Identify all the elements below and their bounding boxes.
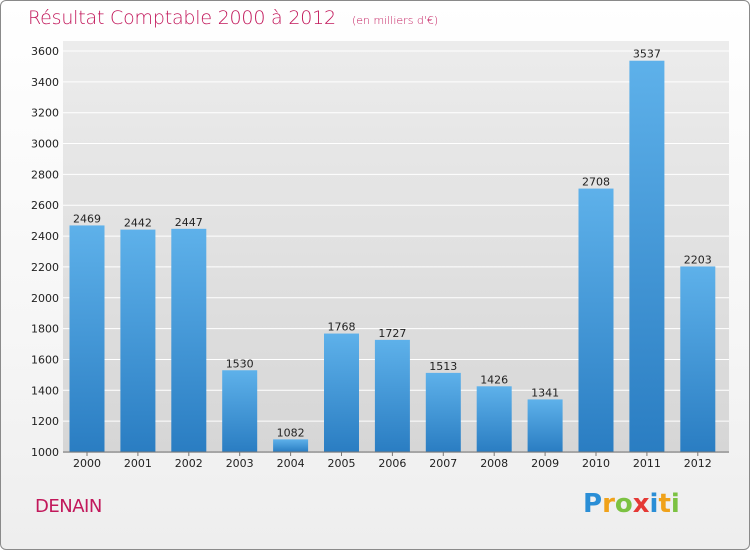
bar-2007 [425, 372, 461, 452]
bar-2009 [527, 399, 563, 452]
y-tick-label: 1800 [31, 323, 59, 336]
x-tick-label: 2005 [328, 457, 356, 470]
chart-title: Résultat Comptable 2000 à 2012 (en milli… [28, 7, 438, 29]
x-tick-label: 2010 [582, 457, 610, 470]
data-label-2003: 1530 [226, 357, 254, 370]
data-label-2009: 1341 [531, 386, 559, 399]
y-tick-label: 3400 [31, 76, 59, 89]
bar-2011 [629, 60, 665, 452]
bar-2003 [222, 370, 258, 452]
x-tick-label: 2012 [684, 457, 712, 470]
y-axis-ticks: 1000 1200 1400 1600 1800 2000 2200 2400 2600 2800… [31, 45, 59, 459]
data-label-2007: 1513 [429, 360, 457, 373]
x-tick-label: 2006 [378, 457, 406, 470]
y-tick-label: 2000 [31, 292, 59, 305]
y-tick-label: 3200 [31, 107, 59, 120]
y-tick-label: 2200 [31, 261, 59, 274]
x-tick-label: 2009 [531, 457, 559, 470]
y-tick-label: 1400 [31, 384, 59, 397]
data-label-2010: 2708 [582, 176, 610, 189]
data-label-2006: 1727 [378, 327, 406, 340]
y-tick-label: 1000 [31, 446, 59, 459]
bar-2008 [476, 386, 512, 452]
x-axis-ticks: 2000 2001 2002 2003 2004 2005 2006 2007 2008 2009… [73, 452, 712, 470]
data-label-2008: 1426 [480, 373, 508, 386]
city-name: DENAIN [35, 496, 102, 517]
x-tick-label: 2011 [633, 457, 661, 470]
bar-2000 [69, 225, 105, 452]
data-label-2011: 3537 [633, 48, 661, 61]
bar-2002 [171, 228, 207, 452]
proxiti-logo[interactable]: Proxiti [583, 489, 680, 519]
data-label-2000: 2469 [73, 212, 101, 225]
data-label-2005: 1768 [328, 321, 356, 334]
x-tick-label: 2000 [73, 457, 101, 470]
y-tick-label: 2400 [31, 230, 59, 243]
bar-2010 [578, 188, 614, 452]
chart-subtitle: (en milliers d'€) [351, 14, 439, 27]
x-tick-label: 2004 [277, 457, 305, 470]
bar-2004 [273, 439, 309, 452]
x-tick-label: 2001 [124, 457, 152, 470]
bar-2005 [324, 333, 359, 452]
y-tick-label: 3600 [31, 45, 59, 58]
y-tick-label: 1200 [31, 415, 59, 428]
data-label-2012: 2203 [684, 253, 712, 266]
data-label-2004: 1082 [277, 426, 305, 439]
data-label-2001: 2442 [124, 217, 152, 230]
bars: 2469 2442 2447 1530 1082 1768 1727 1513 1426 1341… [69, 48, 716, 452]
bar-2001 [120, 229, 156, 452]
y-tick-label: 1600 [31, 353, 59, 366]
bar-2012 [680, 266, 716, 452]
x-tick-label: 2007 [429, 457, 457, 470]
x-tick-label: 2008 [480, 457, 508, 470]
x-tick-label: 2003 [226, 457, 254, 470]
chart-title-text: Résultat Comptable 2000 à 2012 [28, 7, 336, 29]
data-label-2002: 2447 [175, 216, 203, 229]
y-tick-label: 3000 [31, 138, 59, 151]
y-tick-label: 2800 [31, 168, 59, 181]
x-tick-label: 2002 [175, 457, 203, 470]
bar-2006 [374, 339, 410, 452]
y-tick-label: 2600 [31, 199, 59, 212]
